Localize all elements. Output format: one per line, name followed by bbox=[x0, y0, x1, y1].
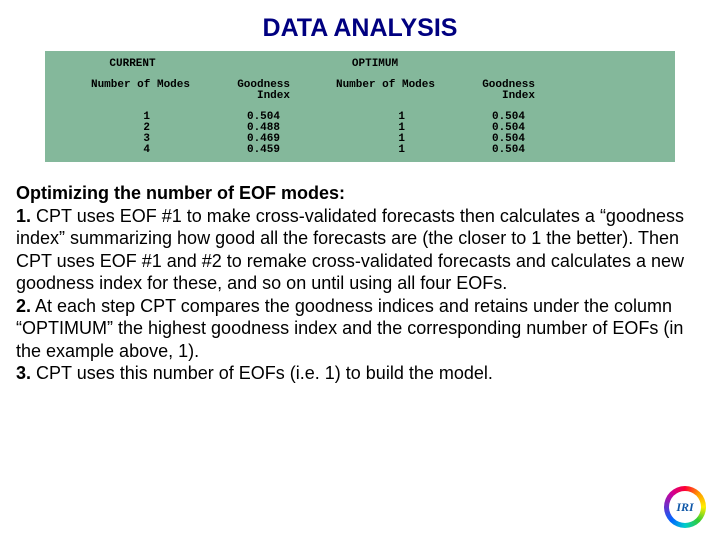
subheader-goodness-right: Goodness Index bbox=[445, 80, 545, 102]
table-cell: 2 bbox=[45, 123, 200, 134]
num-1: 1. bbox=[16, 206, 31, 226]
table-cell: 0.459 bbox=[200, 145, 300, 156]
table-cell: 4 bbox=[45, 145, 200, 156]
table-cell: 1 bbox=[300, 123, 445, 134]
subheader-goodness-left: Goodness Index bbox=[200, 80, 300, 102]
subheader-modes-right: Number of Modes bbox=[300, 80, 445, 102]
table-cell: 1 bbox=[300, 145, 445, 156]
table-cell: 1 bbox=[300, 134, 445, 145]
subheader-modes-left: Number of Modes bbox=[45, 80, 200, 102]
data-rows: 10.50410.50420.48810.50430.46910.50440.4… bbox=[45, 112, 675, 156]
logo-ring-icon: IRI bbox=[664, 486, 706, 528]
num-3: 3. bbox=[16, 363, 31, 383]
table-cell: 1 bbox=[300, 112, 445, 123]
header-current: CURRENT bbox=[45, 59, 220, 70]
table-row: 10.50410.504 bbox=[45, 112, 675, 123]
table-cell: 1 bbox=[45, 112, 200, 123]
panel-subheader-row: Number of Modes Goodness Index Number of… bbox=[45, 80, 675, 102]
header-optimum: OPTIMUM bbox=[220, 59, 470, 70]
para-3: CPT uses this number of EOFs (i.e. 1) to… bbox=[31, 363, 493, 383]
explain-lead: Optimizing the number of EOF modes: bbox=[16, 183, 345, 203]
para-2: At each step CPT compares the goodness i… bbox=[16, 296, 683, 361]
table-row: 20.48810.504 bbox=[45, 123, 675, 134]
iri-logo: IRI bbox=[664, 486, 706, 528]
page-title: DATA ANALYSIS bbox=[0, 0, 720, 51]
para-1: CPT uses EOF #1 to make cross-validated … bbox=[16, 206, 684, 294]
num-2: 2. bbox=[16, 296, 31, 316]
logo-label: IRI bbox=[669, 491, 701, 523]
table-cell: 3 bbox=[45, 134, 200, 145]
explanation-block: Optimizing the number of EOF modes: 1. C… bbox=[0, 162, 720, 385]
data-panel: CURRENT OPTIMUM Number of Modes Goodness… bbox=[45, 51, 675, 162]
panel-header-row: CURRENT OPTIMUM bbox=[45, 59, 675, 70]
table-row: 40.45910.504 bbox=[45, 145, 675, 156]
table-cell: 0.504 bbox=[445, 145, 545, 156]
table-row: 30.46910.504 bbox=[45, 134, 675, 145]
